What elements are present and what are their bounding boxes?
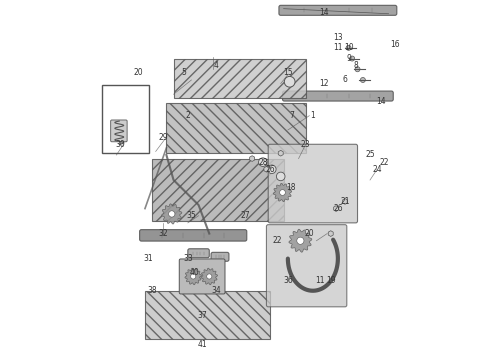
Text: 25: 25 [365, 150, 375, 159]
Text: 38: 38 [147, 286, 157, 295]
Text: 41: 41 [197, 340, 207, 349]
FancyBboxPatch shape [111, 120, 127, 142]
FancyBboxPatch shape [167, 103, 306, 153]
Text: 20: 20 [133, 68, 143, 77]
Circle shape [259, 158, 267, 166]
Text: 19: 19 [326, 275, 336, 284]
Text: 22: 22 [380, 158, 389, 167]
Text: 12: 12 [319, 79, 328, 88]
Text: 7: 7 [289, 111, 294, 120]
Text: 26: 26 [265, 165, 275, 174]
Polygon shape [273, 183, 292, 202]
Text: 4: 4 [214, 61, 219, 70]
FancyBboxPatch shape [145, 291, 270, 339]
Text: 10: 10 [344, 43, 353, 52]
FancyBboxPatch shape [152, 158, 284, 221]
Text: 34: 34 [212, 286, 221, 295]
FancyBboxPatch shape [283, 91, 393, 101]
Text: 15: 15 [283, 68, 293, 77]
Circle shape [268, 165, 276, 174]
Text: 23: 23 [301, 140, 311, 149]
Text: 1: 1 [311, 111, 315, 120]
Polygon shape [201, 268, 218, 285]
FancyBboxPatch shape [267, 225, 347, 307]
Text: 14: 14 [376, 97, 386, 106]
Text: 14: 14 [319, 8, 328, 17]
Circle shape [169, 211, 175, 217]
Circle shape [191, 274, 196, 279]
Text: 16: 16 [390, 40, 400, 49]
Text: 37: 37 [197, 311, 207, 320]
Circle shape [360, 77, 366, 82]
Text: 20: 20 [304, 229, 314, 238]
Circle shape [207, 274, 212, 279]
Circle shape [284, 76, 295, 87]
Text: 6: 6 [343, 76, 347, 85]
Circle shape [276, 172, 285, 181]
Text: 26: 26 [333, 204, 343, 213]
Text: 2: 2 [186, 111, 190, 120]
Text: 36: 36 [283, 275, 293, 284]
Polygon shape [185, 268, 201, 285]
FancyBboxPatch shape [188, 249, 209, 258]
Text: 21: 21 [340, 197, 350, 206]
FancyBboxPatch shape [140, 230, 247, 241]
FancyBboxPatch shape [179, 259, 225, 294]
Text: 18: 18 [287, 183, 296, 192]
FancyBboxPatch shape [279, 5, 397, 15]
Circle shape [280, 190, 285, 195]
FancyBboxPatch shape [173, 59, 306, 98]
Circle shape [355, 67, 360, 72]
Text: 35: 35 [187, 211, 196, 220]
Text: 31: 31 [144, 254, 153, 263]
Text: 11: 11 [315, 275, 325, 284]
Circle shape [350, 56, 355, 61]
Text: 8: 8 [353, 61, 358, 70]
Circle shape [346, 45, 351, 50]
Text: 9: 9 [346, 54, 351, 63]
Text: 13: 13 [333, 33, 343, 42]
Text: 40: 40 [190, 268, 200, 277]
Circle shape [297, 237, 304, 244]
Polygon shape [162, 204, 182, 224]
FancyBboxPatch shape [211, 252, 229, 261]
Text: 30: 30 [115, 140, 125, 149]
Text: 24: 24 [372, 165, 382, 174]
Text: 32: 32 [158, 229, 168, 238]
Text: 29: 29 [158, 132, 168, 141]
Text: 28: 28 [258, 158, 268, 167]
Text: 22: 22 [272, 236, 282, 245]
Text: 11: 11 [333, 43, 343, 52]
Text: 33: 33 [183, 254, 193, 263]
Polygon shape [289, 229, 312, 252]
Text: 27: 27 [240, 211, 250, 220]
FancyBboxPatch shape [268, 144, 358, 223]
Text: 5: 5 [182, 68, 187, 77]
